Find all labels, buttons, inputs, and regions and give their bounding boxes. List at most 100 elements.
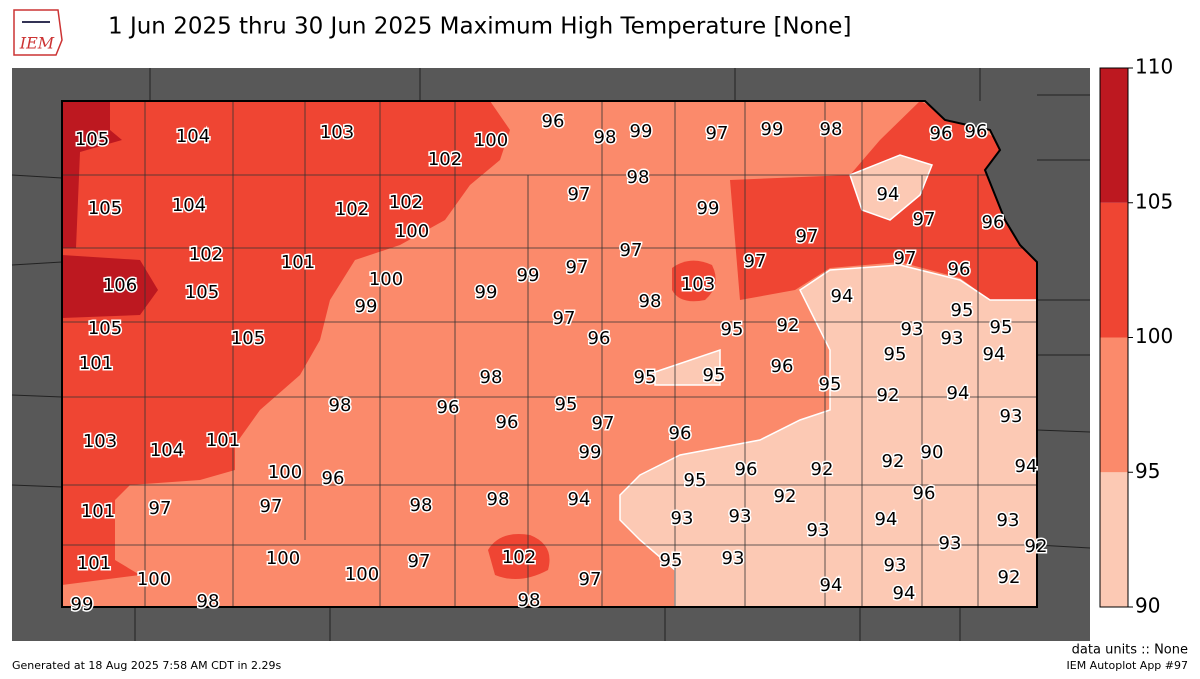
station-value: 99 [475, 282, 498, 303]
station-value: 97 [894, 248, 917, 269]
station-value: 98 [480, 367, 503, 388]
colorbar-tick-label: 90 [1135, 594, 1160, 618]
colorbar-segment [1100, 68, 1128, 203]
station-value: 96 [437, 397, 460, 418]
station-value: 97 [260, 496, 283, 517]
station-value: 92 [774, 486, 797, 507]
station-value: 101 [206, 430, 240, 451]
station-value: 100 [137, 569, 171, 590]
station-value: 97 [620, 240, 643, 261]
station-value: 93 [884, 555, 907, 576]
station-value: 100 [268, 462, 302, 483]
station-value: 99 [761, 119, 784, 140]
station-value: 98 [329, 395, 352, 416]
station-value: 94 [893, 583, 916, 604]
station-value: 101 [79, 353, 113, 374]
station-value: 92 [777, 315, 800, 336]
colorbar-segment [1100, 472, 1128, 607]
station-value: 92 [811, 459, 834, 480]
station-value: 106 [103, 275, 137, 296]
station-value: 95 [951, 300, 974, 321]
station-value: 104 [150, 440, 184, 461]
station-value: 94 [875, 509, 898, 530]
station-value: 94 [820, 575, 843, 596]
station-value: 93 [1000, 406, 1023, 427]
station-value: 94 [947, 383, 970, 404]
station-value: 96 [669, 423, 692, 444]
station-value: 95 [819, 374, 842, 395]
station-value: 94 [877, 184, 900, 205]
station-value: 97 [913, 209, 936, 230]
units-note: data units :: None [1072, 643, 1188, 658]
station-value: 98 [518, 590, 541, 611]
station-value: 95 [660, 550, 683, 571]
station-value: 103 [320, 122, 354, 143]
station-value: 105 [75, 129, 109, 150]
station-value: 103 [681, 274, 715, 295]
station-value: 94 [983, 344, 1006, 365]
station-value: 102 [502, 547, 536, 568]
station-value: 95 [703, 365, 726, 386]
station-value: 95 [990, 317, 1013, 338]
station-value: 99 [355, 296, 378, 317]
station-value: 94 [568, 489, 591, 510]
station-value: 97 [796, 226, 819, 247]
station-value: 99 [579, 442, 602, 463]
station-value: 99 [697, 198, 720, 219]
station-value: 94 [831, 286, 854, 307]
station-value: 92 [877, 385, 900, 406]
station-value: 102 [335, 199, 369, 220]
title: 1 Jun 2025 thru 30 Jun 2025 Maximum High… [108, 14, 851, 40]
station-value: 98 [627, 167, 650, 188]
station-value: 97 [579, 569, 602, 590]
station-value: 96 [496, 412, 519, 433]
station-value: 93 [807, 520, 830, 541]
station-value: 97 [592, 413, 615, 434]
station-value: 105 [88, 318, 122, 339]
station-value: 97 [566, 257, 589, 278]
station-value: 97 [149, 498, 172, 519]
colorbar-tick-label: 95 [1135, 459, 1160, 483]
station-value: 99 [71, 594, 94, 615]
station-value: 96 [913, 483, 936, 504]
station-value: 97 [706, 123, 729, 144]
colorbar-tick-label: 105 [1135, 189, 1173, 213]
station-value: 101 [77, 553, 111, 574]
station-value: 98 [197, 591, 220, 612]
app-note: IEM Autoplot App #97 [1067, 659, 1189, 672]
station-value: 90 [921, 442, 944, 463]
station-value: 96 [965, 121, 988, 142]
station-value: 95 [555, 394, 578, 415]
station-value: 97 [744, 251, 767, 272]
station-value: 95 [721, 319, 744, 340]
station-value: 102 [428, 149, 462, 170]
station-value: 100 [345, 564, 379, 585]
station-value: 105 [231, 328, 265, 349]
colorbar-segment [1100, 202, 1128, 338]
station-value: 96 [771, 356, 794, 377]
station-value: 98 [594, 127, 617, 148]
station-value: 93 [901, 319, 924, 340]
logo: IEM [13, 9, 63, 56]
station-value: 100 [369, 269, 403, 290]
station-value: 102 [389, 192, 423, 213]
station-value: 104 [176, 126, 210, 147]
station-value: 93 [729, 506, 752, 527]
station-value: 98 [639, 291, 662, 312]
station-value: 93 [997, 510, 1020, 531]
station-value: 100 [395, 221, 429, 242]
neighbor-borders [11, 68, 1091, 641]
station-value: 102 [189, 244, 223, 265]
station-value: 92 [882, 451, 905, 472]
station-value: 104 [172, 195, 206, 216]
station-value: 98 [410, 495, 433, 516]
station-value: 99 [630, 121, 653, 142]
state-border [61, 100, 1038, 608]
station-value: 95 [884, 344, 907, 365]
station-value: 92 [1025, 536, 1048, 557]
station-value: 93 [939, 533, 962, 554]
station-value: 93 [722, 548, 745, 569]
station-value: 97 [553, 308, 576, 329]
station-value: 101 [81, 501, 115, 522]
